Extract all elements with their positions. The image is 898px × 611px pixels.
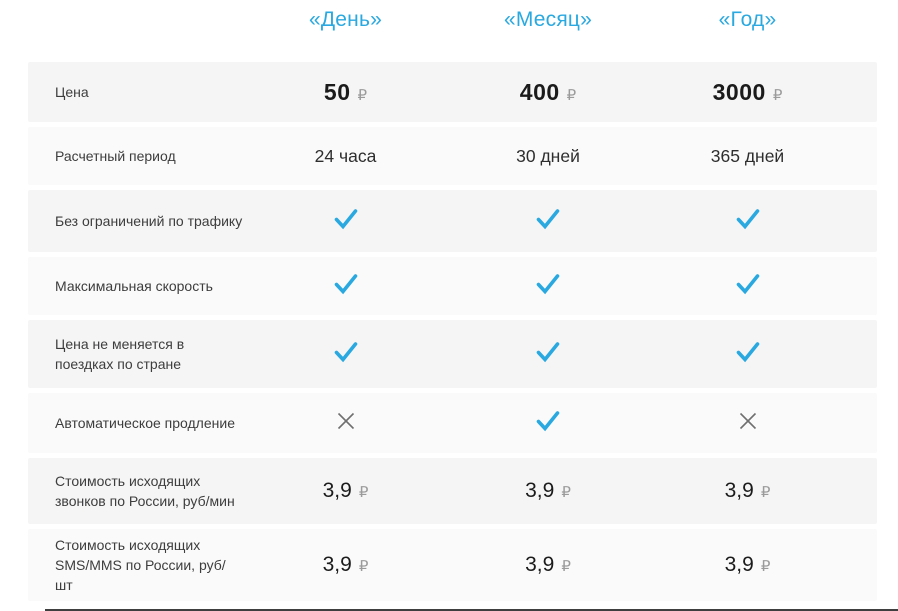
row-value-cell: [333, 339, 359, 370]
check-icon: [333, 206, 359, 232]
row-label: Максимальная скорость: [55, 277, 213, 294]
money-value: 3,9: [322, 553, 352, 576]
cross-icon: [335, 410, 357, 432]
ruble-currency-sign: ₽: [772, 86, 783, 104]
row-value-cell: 3,9 ₽: [725, 553, 771, 577]
bottom-divider: [45, 609, 898, 611]
table-row: Стоимость исходящих звонков по России, р…: [28, 458, 877, 524]
row-value-cell: [535, 206, 561, 237]
ruble-currency-sign: ₽: [561, 484, 571, 501]
check-icon: [735, 271, 761, 297]
price-value: 400: [519, 78, 560, 105]
comparison-table-body: Цена 50 ₽ 400 ₽ 3000 ₽ Расчетный период 24 …: [28, 62, 877, 601]
row-value-cell: [735, 271, 761, 302]
table-row: Расчетный период 24 часа 30 дней 365 дне…: [28, 127, 877, 185]
row-value-cell: 50 ₽: [324, 79, 367, 106]
check-icon: [535, 271, 561, 297]
plan-column-header-month[interactable]: «Месяц»: [503, 8, 593, 31]
check-icon: [535, 408, 561, 434]
row-value-cell: [333, 271, 359, 302]
check-icon: [735, 339, 761, 365]
check-icon: [535, 206, 561, 232]
ruble-currency-sign: ₽: [566, 86, 577, 104]
row-label: Стоимость исходящих SMS/MMS по России, р…: [55, 536, 226, 594]
text-value: 365 дней: [710, 145, 785, 166]
ruble-currency-sign: ₽: [358, 558, 369, 575]
price-value: 3000: [712, 78, 766, 105]
row-label: Без ограничений по трафику: [55, 212, 243, 229]
row-label: Цена не меняется в поездках по стране: [55, 335, 185, 372]
plan-column-header-year[interactable]: «Год»: [718, 8, 777, 31]
row-value-cell: 3,9 ₽: [323, 553, 369, 577]
row-value-cell: [535, 408, 561, 439]
ruble-currency-sign: ₽: [357, 86, 368, 104]
plan-column-header-day[interactable]: «День»: [309, 8, 382, 31]
row-value-cell: 3,9 ₽: [725, 479, 771, 503]
check-icon: [333, 271, 359, 297]
money-value: 3,9: [525, 553, 555, 576]
row-label: Автоматическое продление: [55, 414, 235, 431]
table-row: Без ограничений по трафику: [28, 190, 877, 252]
tariff-comparison-table: «День» «Месяц» «Год» Цена 50 ₽ 400 ₽ 3000 ₽…: [28, 0, 877, 606]
row-label: Стоимость исходящих звонков по России, р…: [55, 472, 235, 509]
ruble-currency-sign: ₽: [561, 558, 571, 575]
money-value: 3,9: [724, 553, 754, 576]
row-value-cell: 365 дней: [711, 146, 784, 167]
row-value-cell: [535, 271, 561, 302]
check-icon: [333, 339, 359, 365]
row-value-cell: [737, 410, 759, 437]
table-row: Цена не меняется в поездках по стране: [28, 320, 877, 388]
check-icon: [735, 206, 761, 232]
table-row: Цена 50 ₽ 400 ₽ 3000 ₽: [28, 62, 877, 122]
price-value: 50: [323, 78, 351, 105]
cross-icon: [737, 410, 759, 432]
money-value: 3,9: [322, 479, 352, 502]
row-value-cell: [333, 206, 359, 237]
ruble-currency-sign: ₽: [760, 558, 771, 575]
row-label: Цена: [55, 83, 89, 100]
row-value-cell: [735, 206, 761, 237]
table-row: Стоимость исходящих SMS/MMS по России, р…: [28, 529, 877, 601]
check-icon: [535, 339, 561, 365]
row-value-cell: [535, 339, 561, 370]
table-row: Максимальная скорость: [28, 257, 877, 315]
money-value: 3,9: [724, 479, 754, 502]
row-value-cell: 400 ₽: [520, 79, 576, 106]
money-value: 3,9: [525, 479, 555, 502]
row-value-cell: 3,9 ₽: [525, 553, 571, 577]
row-value-cell: [335, 410, 357, 437]
row-value-cell: 3,9 ₽: [323, 479, 369, 503]
ruble-currency-sign: ₽: [358, 484, 369, 501]
text-value: 30 дней: [516, 145, 580, 166]
text-value: 24 часа: [314, 145, 377, 166]
row-value-cell: 3000 ₽: [713, 79, 783, 106]
row-value-cell: [735, 339, 761, 370]
row-value-cell: 30 дней: [516, 146, 580, 167]
row-label: Расчетный период: [55, 147, 176, 164]
table-row: Автоматическое продление: [28, 393, 877, 453]
ruble-currency-sign: ₽: [760, 484, 771, 501]
table-header-row: «День» «Месяц» «Год»: [28, 0, 877, 62]
row-value-cell: 24 часа: [315, 146, 377, 167]
row-value-cell: 3,9 ₽: [525, 479, 571, 503]
